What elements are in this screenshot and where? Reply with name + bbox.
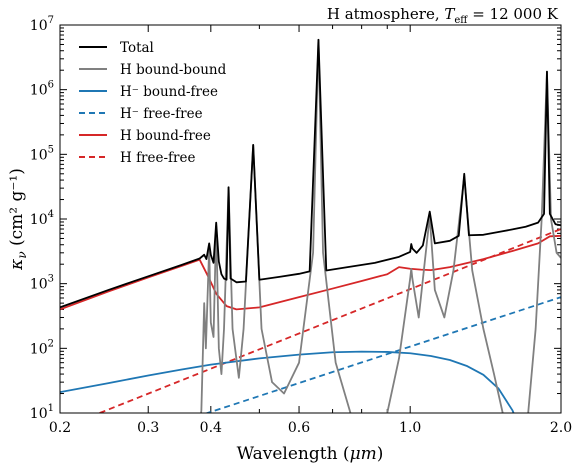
series-line-h-bound-free (60, 350, 515, 413)
series-line-h-bound-free (60, 234, 561, 311)
y-tick-label: 101 (30, 403, 54, 422)
x-tick-label: 0.4 (200, 420, 222, 436)
x-tick-label: 2.0 (550, 420, 572, 436)
legend-label: Total (120, 40, 154, 56)
y-tick-label: 103 (30, 274, 54, 293)
tick-labels: 0.2 0.3 0.4 0.6 1.0 2.0 101 102 103 104 105 106 107 (30, 15, 572, 436)
y-tick-label: 105 (30, 144, 54, 163)
legend: Total H bound-bound H⁻ bound-free H⁻ free-f… (79, 40, 227, 166)
series-line-total (60, 38, 561, 309)
legend-label: H⁻ bound-free (120, 84, 218, 100)
series-lines (60, 38, 561, 413)
legend-label: H⁻ free-free (120, 106, 203, 122)
legend-label: H bound-free (120, 128, 211, 144)
x-axis-label: Wavelength (μm) (237, 444, 384, 464)
series-line-h-bound-bound (200, 38, 561, 413)
y-tick-label: 102 (30, 338, 54, 357)
plot-frame (59, 24, 562, 414)
x-tick-label: 1.0 (399, 420, 421, 436)
legend-label: H bound-bound (120, 62, 227, 78)
legend-label: H free-free (120, 150, 195, 166)
series-line-h-free-free (204, 296, 561, 413)
y-tick-label: 106 (30, 80, 54, 99)
y-axis-label: κν (cm² g⁻¹) (7, 168, 29, 271)
x-tick-label: 0.6 (288, 420, 310, 436)
x-tick-label: 0.2 (49, 420, 71, 436)
chart-title: H atmosphere, Teff = 12 000 K (327, 5, 559, 26)
y-tick-label: 104 (30, 209, 54, 228)
y-tick-label: 107 (30, 15, 54, 34)
x-tick-label: 0.3 (137, 420, 159, 436)
